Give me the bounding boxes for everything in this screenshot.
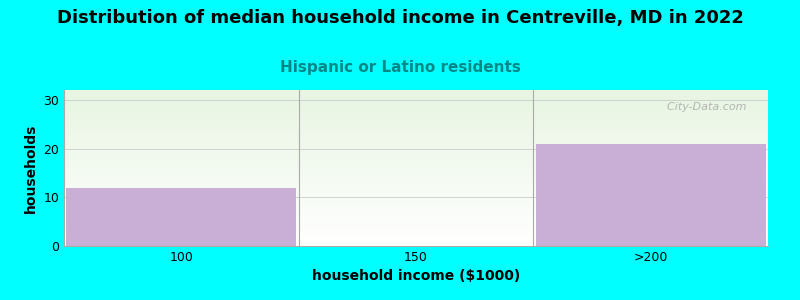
Text: Distribution of median household income in Centreville, MD in 2022: Distribution of median household income … — [57, 9, 743, 27]
X-axis label: household income ($1000): household income ($1000) — [312, 269, 520, 284]
Text: City-Data.com: City-Data.com — [660, 103, 747, 112]
Y-axis label: households: households — [24, 123, 38, 213]
Bar — [536, 144, 766, 246]
Bar — [66, 188, 296, 246]
Text: Hispanic or Latino residents: Hispanic or Latino residents — [279, 60, 521, 75]
